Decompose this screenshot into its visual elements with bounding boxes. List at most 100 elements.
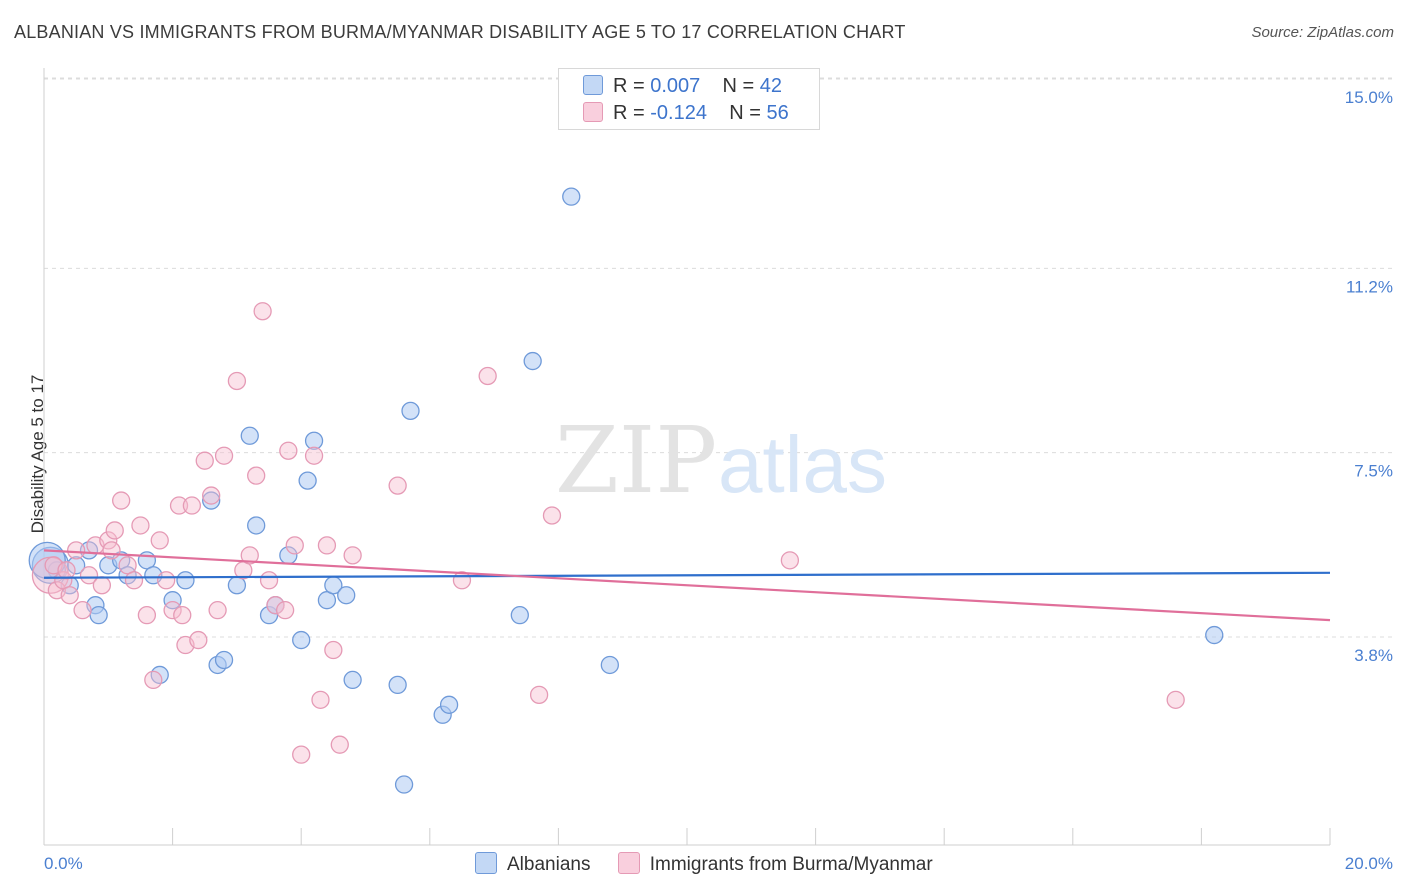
point-burma-53 (102, 541, 121, 560)
legend-swatch-burma (617, 852, 640, 874)
point-burma-13 (124, 571, 144, 590)
point-albanians-25 (298, 471, 317, 490)
point-albanians-6 (89, 605, 108, 625)
point-albanians-37 (523, 351, 542, 371)
point-burma-38 (304, 446, 324, 465)
point-burma-5 (73, 601, 92, 620)
watermark: ZIP atlas (555, 407, 887, 514)
y-tick-label-3: 15.0% (1345, 88, 1393, 107)
point-burma-24 (195, 451, 214, 470)
point-burma-50 (1166, 690, 1185, 709)
legend-n-label: N = (729, 102, 761, 124)
point-albanians-20 (247, 516, 266, 535)
point-burma-34 (266, 596, 285, 615)
point-burma-10 (105, 521, 124, 540)
point-burma-15 (137, 605, 157, 625)
legend-swatch-pink (583, 102, 603, 122)
point-albanians-3 (67, 556, 86, 575)
point-burma-46 (478, 366, 497, 386)
point-burma-48 (542, 506, 562, 525)
legend-item-albanians: Albanians (475, 852, 590, 876)
stats-legend: R = 0.007 N = 42 R = -0.124 N = 56 (558, 68, 820, 130)
legend-r-value-albanians: 0.007 (650, 75, 701, 97)
point-burma-44 (388, 476, 407, 495)
point-albanians-38 (562, 187, 581, 206)
point-burma-26 (208, 601, 227, 620)
point-burma-42 (330, 735, 349, 754)
series-burma-points (31, 302, 1185, 764)
point-albanians-26 (304, 431, 324, 450)
legend-swatch-albanians (475, 852, 497, 874)
point-burma-39 (311, 690, 330, 709)
legend-r-label: R = (613, 75, 645, 97)
point-burma-49 (780, 551, 800, 570)
point-burma-36 (285, 536, 304, 555)
point-albanians-19 (240, 426, 259, 445)
tick-labels: 3.8% 7.5% 11.2% 15.0% 0.0% 20.0% (44, 88, 1393, 873)
point-burma-19 (163, 601, 182, 620)
point-albanians-29 (337, 586, 356, 605)
point-albanians-39 (600, 655, 619, 675)
y-tick-label-0: 3.8% (1354, 646, 1393, 665)
point-burma-18 (157, 571, 176, 590)
point-albanians-30 (343, 670, 362, 690)
legend-item-burma: Immigrants from Burma/Myanmar (617, 852, 933, 876)
point-albanians-14 (163, 591, 182, 610)
point-burma-9 (99, 531, 118, 550)
trend-line-burma (43, 549, 1331, 622)
point-albanians-31 (388, 675, 407, 695)
point-burma-30 (240, 546, 259, 565)
point-burma-20 (169, 496, 189, 515)
point-burma-32 (253, 302, 272, 321)
point-burma-41 (324, 640, 343, 660)
point-burma-43 (343, 546, 362, 565)
legend-row-albanians: R = 0.007 N = 42 (583, 75, 782, 98)
point-albanians-33 (401, 401, 420, 421)
y-tick-label-1: 7.5% (1354, 462, 1393, 481)
legend-label-burma: Immigrants from Burma/Myanmar (649, 854, 933, 875)
point-albanians-17 (214, 650, 234, 670)
legend-swatch-blue (583, 75, 603, 95)
legend-r-value-burma: -0.124 (650, 102, 707, 124)
legend-r-label: R = (613, 102, 645, 124)
point-burma-40 (317, 536, 337, 555)
source-label: Source: ZipAtlas.com (1251, 24, 1394, 41)
legend-row-burma: R = -0.124 N = 56 (583, 102, 789, 125)
point-burma-35 (279, 441, 298, 460)
axes (43, 68, 1331, 846)
legend-label-albanians: Albanians (507, 854, 591, 875)
point-burma-4 (67, 541, 86, 560)
x-tick-label-0: 0.0% (44, 854, 83, 873)
point-albanians-13 (176, 571, 195, 590)
point-burma-22 (182, 496, 202, 515)
point-burma-54 (173, 605, 192, 625)
point-burma-31 (247, 466, 266, 485)
legend-n-value-burma: 56 (766, 102, 789, 124)
point-burma-37 (292, 745, 311, 764)
y-tick-label-2: 11.2% (1346, 277, 1393, 296)
point-burma-3 (60, 586, 79, 605)
point-burma-33 (259, 571, 279, 590)
chart-title: ALBANIAN VS IMMIGRANTS FROM BURMA/MYANMA… (14, 22, 906, 42)
point-burma-52 (57, 561, 76, 580)
point-burma-8 (92, 576, 112, 595)
point-burma-16 (144, 670, 163, 690)
legend-n-label: N = (722, 75, 755, 97)
point-albanians-24 (292, 630, 311, 650)
trend-line-albanians (43, 571, 1331, 579)
point-burma-27 (214, 446, 234, 465)
point-albanians-36 (510, 605, 529, 625)
point-burma-11 (112, 491, 131, 510)
point-burma-23 (189, 630, 208, 650)
watermark-atlas: atlas (718, 420, 887, 509)
point-burma-25 (202, 486, 221, 505)
point-burma-17 (150, 531, 169, 550)
point-burma-14 (131, 516, 150, 535)
series-legend: Albanians Immigrants from Burma/Myanmar (475, 852, 955, 876)
x-tick-label-1: 20.0% (1345, 854, 1393, 873)
point-burma-6 (79, 566, 99, 585)
point-burma-55 (275, 601, 295, 620)
point-albanians-32 (394, 775, 414, 794)
trend-lines (43, 549, 1331, 622)
